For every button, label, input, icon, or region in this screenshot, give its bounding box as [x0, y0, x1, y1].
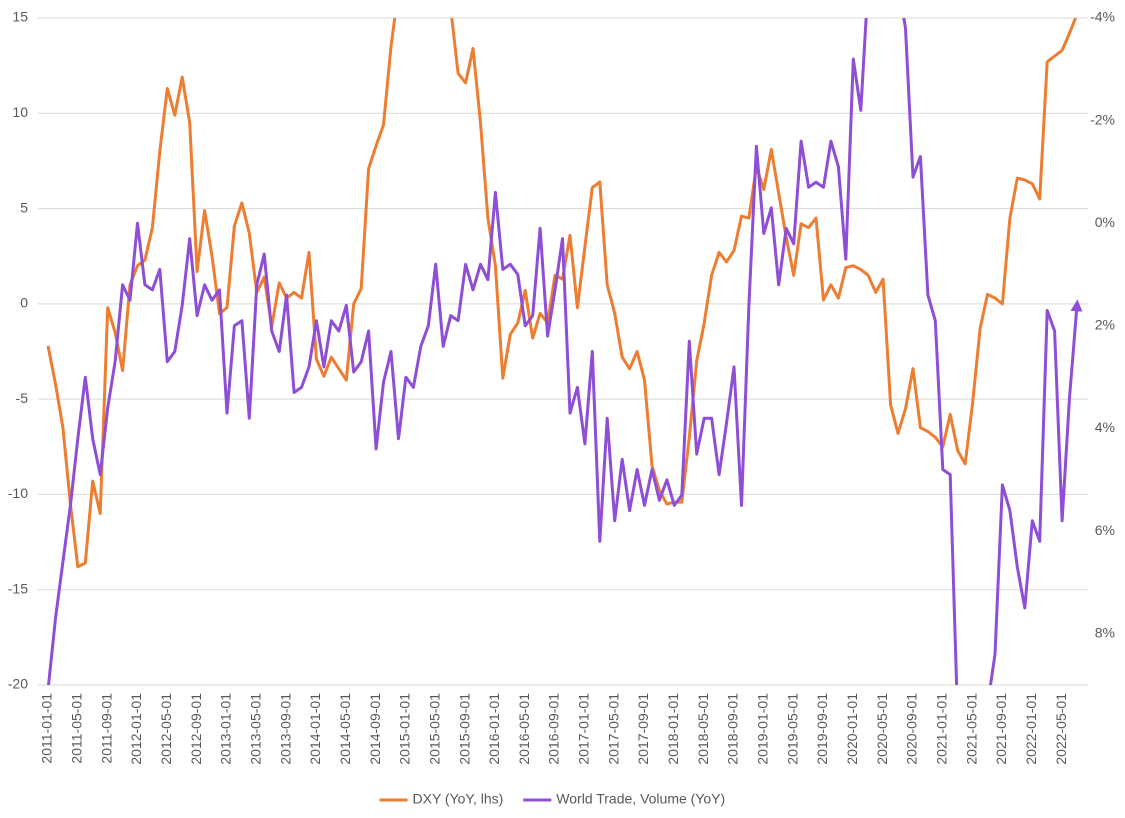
y-tick-label: 10	[12, 104, 28, 120]
x-tick-label: 2016-01-01	[486, 693, 502, 765]
x-tick-label: 2021-01-01	[933, 693, 949, 765]
y2-tick-label: 0%	[1095, 214, 1115, 230]
x-tick-label: 2012-05-01	[158, 693, 174, 765]
x-tick-label: 2022-05-01	[1053, 693, 1069, 765]
x-tick-label: 2017-01-01	[576, 693, 592, 765]
x-tick-label: 2018-05-01	[695, 693, 711, 765]
series-line	[47, 18, 1083, 685]
y-tick-label: 5	[20, 199, 28, 215]
x-tick-label: 2022-01-01	[1023, 693, 1039, 765]
x-tick-label: 2018-09-01	[725, 693, 741, 765]
x-tick-label: 2015-01-01	[397, 693, 413, 765]
x-tick-label: 2013-01-01	[218, 693, 234, 765]
x-tick-label: 2011-09-01	[98, 693, 114, 764]
x-tick-label: 2013-09-01	[277, 693, 293, 765]
x-tick-label: 2015-09-01	[456, 693, 472, 765]
x-tick-label: 2019-05-01	[784, 693, 800, 765]
series-line	[46, 18, 1078, 569]
x-tick-label: 2021-05-01	[963, 693, 979, 765]
y2-tick-label: -2%	[1090, 111, 1115, 127]
x-tick-label: 2019-09-01	[814, 693, 830, 765]
x-tick-label: 2021-09-01	[993, 693, 1009, 765]
y-tick-label: -10	[8, 485, 28, 501]
x-tick-label: 2014-01-01	[307, 693, 323, 765]
x-tick-label: 2016-09-01	[546, 693, 562, 765]
y2-tick-label: -4%	[1090, 9, 1115, 25]
y-tick-label: 0	[20, 295, 28, 311]
x-tick-label: 2020-05-01	[874, 693, 890, 765]
x-tick-label: 2017-05-01	[605, 693, 621, 765]
y2-tick-label: 2%	[1095, 317, 1115, 333]
y-tick-label: -5	[16, 390, 29, 406]
x-tick-label: 2017-09-01	[635, 693, 651, 765]
y2-tick-label: 8%	[1095, 624, 1115, 640]
x-tick-label: 2012-09-01	[188, 693, 204, 765]
x-tick-label: 2016-05-01	[516, 693, 532, 765]
x-tick-label: 2014-09-01	[367, 693, 383, 765]
y-tick-label: -15	[8, 580, 28, 596]
x-tick-label: 2011-01-01	[39, 693, 55, 764]
x-tick-label: 2020-09-01	[904, 693, 920, 765]
y2-tick-label: 4%	[1095, 419, 1115, 435]
y-tick-label: 15	[12, 9, 28, 25]
x-tick-label: 2011-05-01	[69, 693, 85, 764]
x-tick-label: 2013-05-01	[247, 693, 263, 765]
x-tick-label: 2018-01-01	[665, 693, 681, 765]
y2-tick-label: 6%	[1095, 522, 1115, 538]
x-tick-label: 2020-01-01	[844, 693, 860, 765]
x-tick-label: 2015-05-01	[426, 693, 442, 765]
legend-label: DXY (YoY, lhs)	[413, 791, 504, 807]
x-tick-label: 2014-05-01	[337, 693, 353, 765]
x-tick-label: 2012-01-01	[128, 693, 144, 765]
y-tick-label: -20	[8, 676, 28, 692]
legend-label: World Trade, Volume (YoY)	[556, 791, 725, 807]
x-tick-label: 2019-01-01	[755, 693, 771, 765]
